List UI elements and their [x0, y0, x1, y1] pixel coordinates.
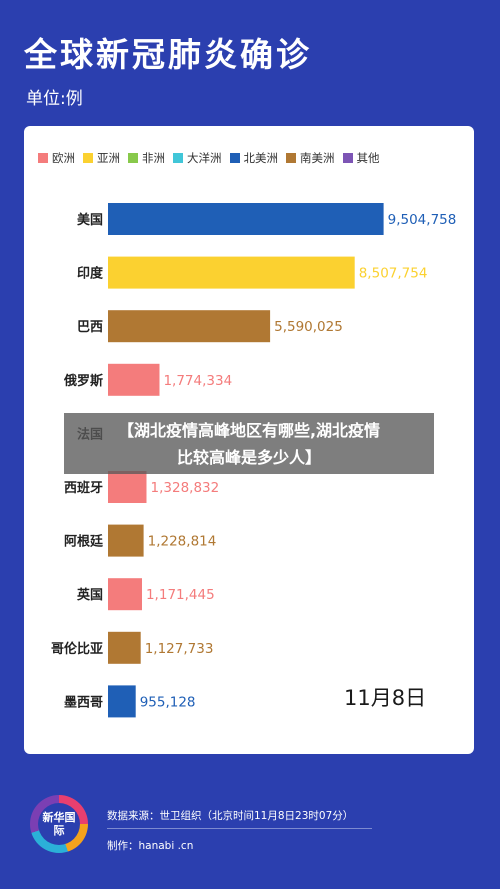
legend-item: 非洲 — [128, 150, 165, 166]
maker-credit: 制作：hanabi .cn — [107, 840, 194, 852]
category-label: 俄罗斯 — [63, 373, 103, 389]
legend-item: 南美洲 — [286, 150, 335, 166]
bar — [108, 685, 136, 718]
legend-item: 亚洲 — [83, 150, 120, 166]
value-label: 1,171,445 — [146, 587, 215, 603]
category-label: 巴西 — [77, 320, 103, 335]
legend-swatch — [128, 153, 138, 163]
legend-swatch — [38, 153, 48, 163]
unit-label: 单位:例 — [26, 89, 83, 109]
legend-swatch — [342, 153, 353, 163]
value-label: 9,504,758 — [388, 212, 457, 228]
date-label: 11月8日 — [344, 686, 427, 710]
value-label: 1,228,814 — [148, 534, 217, 550]
bar — [108, 524, 144, 557]
legend-item: 欧洲 — [38, 150, 75, 166]
legend-label: 北美洲 — [243, 151, 279, 165]
legend-label: 大洋洲 — [187, 151, 222, 165]
legend-swatch — [173, 153, 183, 163]
category-label: 阿根廷 — [64, 534, 104, 550]
legend-label: 亚洲 — [97, 151, 120, 165]
chart-legend: 欧洲 亚洲 非洲 大洋洲 北美洲 南美洲 其他 — [38, 150, 380, 166]
overlay-banner[interactable]: 【湖北疫情高峰地区有哪些,湖北疫情 比较高峰是多少人】 — [64, 413, 434, 474]
bar — [108, 471, 147, 503]
bar — [108, 256, 355, 289]
logo-text: 新华国际 — [38, 803, 80, 845]
footer-divider — [107, 828, 372, 829]
category-label: 墨西哥 — [64, 694, 103, 710]
legend-item: 北美洲 — [229, 150, 279, 166]
bar — [108, 310, 271, 343]
category-label: 印度 — [77, 266, 104, 282]
legend-item: 大洋洲 — [173, 150, 222, 166]
value-label: 8,507,754 — [359, 266, 428, 282]
legend-label: 其他 — [356, 151, 380, 165]
legend-label: 欧洲 — [52, 151, 75, 165]
xinhua-logo-icon: 新华国际 — [30, 795, 88, 853]
bar — [108, 631, 141, 664]
category-label: 西班牙 — [64, 480, 103, 496]
value-label: 5,590,025 — [274, 319, 343, 335]
legend-item: 其他 — [342, 150, 380, 166]
bar — [108, 203, 384, 235]
value-label: 1,127,733 — [145, 641, 214, 657]
legend-label: 非洲 — [142, 151, 165, 165]
legend-swatch — [286, 153, 296, 163]
legend-swatch — [229, 153, 240, 163]
page-title: 全球新冠肺炎确诊 — [24, 35, 312, 74]
banner-line-2: 比较高峰是多少人】 — [176, 448, 321, 467]
category-label: 英国 — [76, 587, 103, 603]
category-label: 哥伦比亚 — [51, 641, 103, 657]
bar-chart: 美国 9,504,758 印度 8,507,754 巴西 5,590,025 俄罗斯 1,77… — [51, 203, 457, 718]
value-label: 955,128 — [140, 694, 196, 710]
bar — [108, 578, 142, 611]
value-label: 1,774,334 — [163, 373, 232, 389]
legend-label: 南美洲 — [300, 151, 335, 165]
banner-line-1: 【湖北疫情高峰地区有哪些,湖北疫情 — [117, 421, 381, 440]
bar — [108, 363, 160, 396]
legend-swatch — [83, 153, 93, 163]
data-source: 数据来源：世卫组织（北京时间11月8日23时07分） — [107, 810, 354, 822]
category-label: 美国 — [77, 212, 103, 228]
value-label: 1,328,832 — [151, 480, 220, 496]
